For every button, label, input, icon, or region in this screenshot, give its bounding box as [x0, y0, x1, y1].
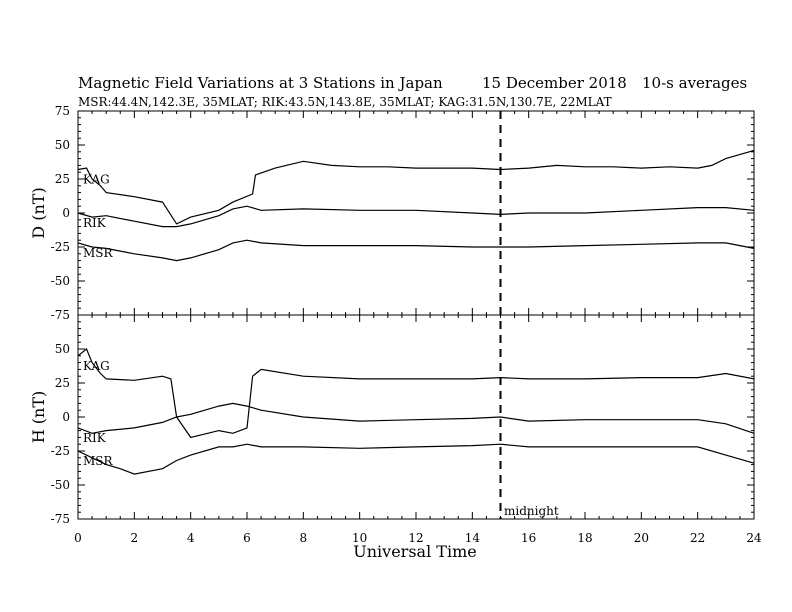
- series-label-rik: RIK: [83, 216, 107, 230]
- averaging-label: 10-s averages: [642, 74, 747, 92]
- x-tick-label: 22: [690, 531, 705, 545]
- series-label-kag: KAG: [83, 172, 110, 186]
- x-tick-label: 20: [634, 531, 649, 545]
- y-tick-label: -75: [51, 308, 70, 322]
- midnight-label: midnight: [504, 504, 559, 518]
- x-tick-label: 8: [300, 531, 308, 545]
- stations-info: MSR:44.4N,142.3E, 35MLAT; RIK:43.5N,143.…: [78, 95, 612, 109]
- plot-panels: 75 50 25 0 -25 -50 -75 D (nT) KAG RIK MSR 50 25 0 -25 -…: [29, 104, 762, 545]
- x-tick-label: 18: [577, 531, 592, 545]
- chart-title: Magnetic Field Variations at 3 Stations …: [78, 74, 443, 92]
- x-tick-label: 2: [131, 531, 139, 545]
- panel-d: 75 50 25 0 -25 -50 -75 D (nT) KAG RIK MSR: [29, 104, 755, 322]
- x-tick-label: 0: [74, 531, 82, 545]
- y-tick-label: 0: [62, 410, 70, 424]
- series-label-kag: KAG: [83, 359, 110, 373]
- x-tick-label: 24: [746, 531, 762, 545]
- x-tick-label: 10: [352, 531, 367, 545]
- panel-frame: [77, 110, 755, 316]
- series-line-msr: [77, 239, 755, 262]
- x-axis-title: Universal Time: [353, 542, 476, 561]
- y-tick-label: 75: [55, 104, 70, 118]
- x-tick-label: 14: [465, 531, 481, 545]
- x-tick-label: 16: [521, 531, 536, 545]
- series-label-msr: MSR: [83, 454, 114, 468]
- series-label-rik: RIK: [83, 431, 107, 445]
- y-tick-label: 0: [62, 206, 70, 220]
- series-line-kag: [77, 149, 755, 225]
- y-tick-label: 25: [55, 376, 70, 390]
- y-tick-label: 50: [55, 342, 70, 356]
- series-line-rik: [77, 402, 755, 434]
- y-axis-title: H (nT): [29, 391, 48, 444]
- series-line-kag: [77, 348, 755, 439]
- y-tick-label: 50: [55, 138, 70, 152]
- y-tick-label: -75: [51, 512, 70, 526]
- y-tick-label: -50: [51, 274, 70, 288]
- series-label-msr: MSR: [83, 246, 114, 260]
- y-tick-label: -50: [51, 478, 70, 492]
- y-tick-label: 25: [55, 172, 70, 186]
- y-tick-label: -25: [51, 444, 70, 458]
- x-tick-label: 6: [243, 531, 251, 545]
- x-tick-label: 12: [408, 531, 423, 545]
- y-tick-label: -25: [51, 240, 70, 254]
- series-line-rik: [77, 205, 755, 228]
- x-tick-label: 4: [187, 531, 195, 545]
- y-axis-title: D (nT): [29, 187, 48, 238]
- panel-h: 50 25 0 -25 -50 -75 H (nT) KAG RIK MSR: [29, 314, 755, 526]
- chart-date: 15 December 2018: [482, 74, 627, 92]
- series-line-msr: [77, 443, 755, 475]
